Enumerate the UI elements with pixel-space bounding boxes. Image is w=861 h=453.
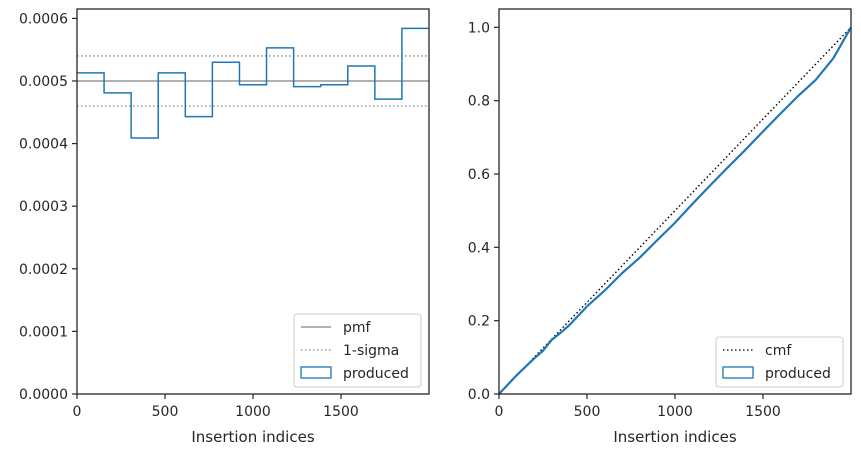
right-legend-produced-swatch: [722, 366, 754, 379]
left-legend-produced-label: produced: [343, 366, 409, 382]
right-plot-series: [498, 26, 852, 395]
left-reference-lines: [77, 55, 429, 107]
right-y-tick-label: 1.0: [468, 20, 490, 36]
series-produced-step: [77, 27, 429, 139]
left-x-tick-label: 1000: [235, 404, 271, 420]
right-legend: cmf produced: [715, 336, 844, 388]
left-plot-series: [77, 27, 429, 139]
left-x-ticks: 0 500 1000 1500: [73, 394, 359, 420]
right-legend-produced-label: produced: [765, 366, 831, 382]
left-y-tick-label: 0.0001: [19, 324, 68, 340]
left-legend: pmf 1-sigma produced: [293, 313, 422, 388]
right-y-tick-label: 0.0: [468, 387, 490, 403]
right-y-tick-label: 0.4: [468, 240, 490, 256]
right-x-tick-label: 500: [574, 404, 601, 420]
left-x-axis-label: Insertion indices: [191, 428, 314, 446]
left-x-tick-label: 500: [152, 404, 179, 420]
right-plot-frame: [498, 8, 852, 395]
right-x-tick-label: 1000: [657, 404, 693, 420]
left-y-ticks: 0.0000 0.0001 0.0002 0.0003 0.0004 0.0005 0.00…: [19, 11, 77, 403]
left-y-tick-label: 0.0003: [19, 199, 68, 215]
left-y-tick-label: 0.0004: [19, 137, 68, 153]
series-cmf-line: [498, 26, 852, 395]
right-chart: 0 500 1000 1500 0.0 0.2 0.4 0.6 0.8 1.0 Insertio…: [468, 8, 852, 446]
right-y-ticks: 0.0 0.2 0.4 0.6 0.8 1.0: [468, 20, 499, 403]
right-x-axis-label: Insertion indices: [613, 428, 736, 446]
right-x-ticks: 0 500 1000 1500: [495, 394, 781, 420]
left-legend-pmf-label: pmf: [343, 320, 372, 336]
right-x-tick-label: 1500: [745, 404, 781, 420]
left-legend-produced-swatch: [300, 366, 332, 379]
right-legend-cmf-label: cmf: [765, 343, 792, 359]
left-x-tick-label: 0: [73, 404, 82, 420]
right-y-tick-label: 0.2: [468, 314, 490, 330]
right-y-tick-label: 0.8: [468, 94, 490, 110]
left-legend-sigma-label: 1-sigma: [343, 343, 399, 359]
left-y-tick-label: 0.0002: [19, 262, 68, 278]
left-y-tick-label: 0.0005: [19, 74, 68, 90]
left-legend-box: [293, 313, 422, 388]
left-y-tick-label: 0.0000: [19, 387, 68, 403]
left-chart: 0 500 1000 1500 0.00000.00010.00020.00030.0…: [19, 8, 430, 446]
series-produced-line: [498, 26, 852, 395]
right-x-tick-label: 0: [495, 404, 504, 420]
right-y-tick-label: 0.6: [468, 167, 490, 183]
left-y-tick-label: 0.0006: [19, 11, 68, 27]
left-x-tick-label: 1500: [323, 404, 359, 420]
